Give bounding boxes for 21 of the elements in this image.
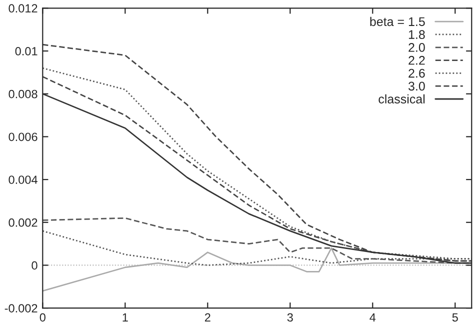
legend-label: 2.2 — [408, 56, 425, 65]
y-tick-label: 0.004 — [8, 176, 38, 184]
legend-label: 3.0 — [408, 82, 425, 91]
legend-label: 2.0 — [408, 43, 425, 52]
legend-label: beta = 1.5 — [370, 16, 425, 26]
y-tick-label: 0 — [32, 261, 38, 270]
legend-label: 1.8 — [408, 30, 425, 39]
x-tick-label: 2 — [204, 313, 210, 322]
x-tick-label: 3 — [287, 313, 293, 322]
y-tick-label: 0.008 — [8, 90, 38, 98]
x-tick-label: 1 — [122, 313, 128, 322]
y-tick-label: 0.006 — [8, 132, 38, 142]
y-tick-label: -0.002 — [4, 304, 38, 312]
x-tick-label: 4 — [370, 313, 376, 322]
x-tick-label: 0 — [40, 313, 46, 322]
y-tick-label: 0.012 — [8, 4, 38, 13]
y-tick-label: 0.002 — [8, 218, 38, 227]
legend-label: 2.6 — [408, 68, 425, 78]
y-tick-label: 0.01 — [15, 47, 38, 56]
x-tick-label: 5 — [452, 313, 458, 322]
legend-label: classical — [378, 94, 425, 104]
